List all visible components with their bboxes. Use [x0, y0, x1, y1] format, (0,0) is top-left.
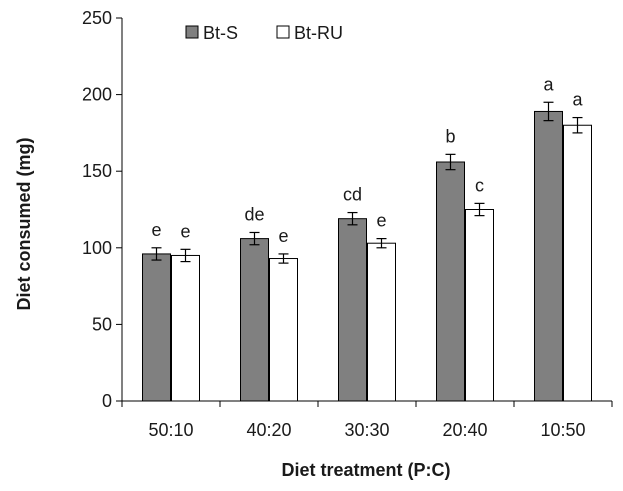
- bar: [142, 253, 171, 402]
- y-tick-label: 200: [82, 85, 112, 105]
- x-axis-title: Diet treatment (P:C): [281, 460, 450, 480]
- significance-letter: e: [151, 220, 161, 240]
- significance-letter: a: [572, 90, 583, 110]
- bar: [240, 238, 269, 402]
- legend: Bt-S Bt-RU: [185, 23, 343, 43]
- bar: [171, 254, 200, 402]
- bar: [534, 110, 563, 402]
- bar: [563, 124, 592, 402]
- x-tick-label: 50:10: [148, 420, 193, 440]
- y-tick-label: 0: [102, 391, 112, 411]
- y-tick-label: 100: [82, 238, 112, 258]
- significance-letter: b: [445, 126, 455, 146]
- y-axis: 0 50 100 150 200 250: [82, 8, 123, 411]
- bar: [436, 161, 465, 402]
- y-axis-title: Diet consumed (mg): [14, 137, 34, 310]
- x-tick-label: 30:30: [344, 420, 389, 440]
- y-tick-label: 250: [82, 8, 112, 28]
- legend-label-bt-ru: Bt-RU: [294, 23, 343, 43]
- bars: [142, 110, 592, 402]
- y-tick-label: 150: [82, 161, 112, 181]
- significance-letter: cd: [343, 185, 362, 205]
- bar: [367, 242, 396, 402]
- y-tick-label: 50: [92, 314, 112, 334]
- significance-letter: e: [278, 226, 288, 246]
- x-tick-label: 40:20: [246, 420, 291, 440]
- legend-label-bt-s: Bt-S: [203, 23, 238, 43]
- bar: [269, 258, 298, 402]
- bar: [465, 209, 494, 402]
- x-tick-label: 20:40: [442, 420, 487, 440]
- legend-swatch-bt-ru: [276, 25, 290, 39]
- significance-letter: de: [244, 204, 264, 224]
- x-axis: 50:10 40:20 30:30 20:40 10:50: [121, 400, 613, 440]
- bar: [338, 218, 367, 402]
- significance-letter: e: [180, 221, 190, 241]
- significance-letter: c: [475, 175, 484, 195]
- error-bars: [151, 101, 583, 264]
- significance-letter: a: [543, 74, 554, 94]
- x-tick-label: 10:50: [540, 420, 585, 440]
- legend-swatch-bt-s: [185, 25, 199, 39]
- significance-letter: e: [376, 211, 386, 231]
